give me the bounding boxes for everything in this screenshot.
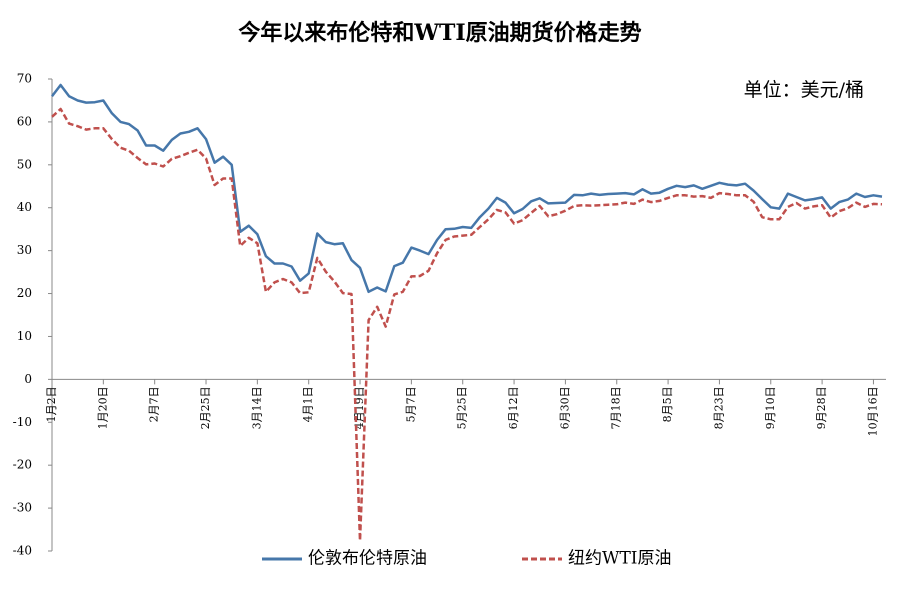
x-tick-label: 3月14日 [250, 386, 263, 429]
y-tick-label: 30 [17, 243, 32, 257]
x-tick-label: 6月30日 [558, 386, 571, 429]
y-tick-label: 10 [17, 329, 32, 343]
y-tick-label: -20 [13, 458, 32, 472]
y-tick-label: 0 [24, 372, 32, 386]
y-tick-label: 50 [17, 157, 32, 171]
y-tick-label: -30 [13, 501, 32, 515]
x-tick-label: 5月7日 [404, 386, 417, 422]
line-series [51, 83, 883, 294]
legend-text: 伦敦布伦特原油 [308, 549, 427, 569]
x-tick-label: 8月23日 [712, 386, 725, 429]
x-tick-label: 7月18日 [610, 386, 623, 429]
y-tick-label: 20 [17, 286, 32, 300]
x-tick-label: 1月2日 [45, 386, 58, 422]
legend-text: 纽约WTI原油 [568, 549, 672, 569]
x-tick-label: 9月28日 [815, 386, 828, 429]
unit-annotation: 单位：美元/桶 [744, 79, 864, 101]
x-tick-label: 2月25日 [199, 386, 212, 429]
x-tick-label: 1月20日 [96, 386, 109, 429]
x-tick-label: 8月5日 [661, 386, 674, 422]
y-tick-label: 40 [17, 200, 32, 214]
x-tick-label: 6月12日 [507, 386, 520, 429]
x-tick-label: 4月1日 [302, 386, 315, 422]
chart-title: 今年以来布伦特和WTI原油期货价格走势 [238, 20, 641, 46]
line-series [51, 107, 883, 542]
x-tick-label: 10月16日 [866, 386, 879, 436]
x-tick-label: 5月25日 [456, 386, 469, 429]
y-tick-label: -10 [13, 415, 32, 429]
y-tick-label: -40 [13, 544, 32, 558]
x-tick-label: 2月7日 [148, 386, 161, 422]
x-tick-label: 9月10日 [764, 386, 777, 429]
y-tick-label: 70 [17, 72, 32, 86]
y-tick-label: 60 [17, 114, 32, 128]
